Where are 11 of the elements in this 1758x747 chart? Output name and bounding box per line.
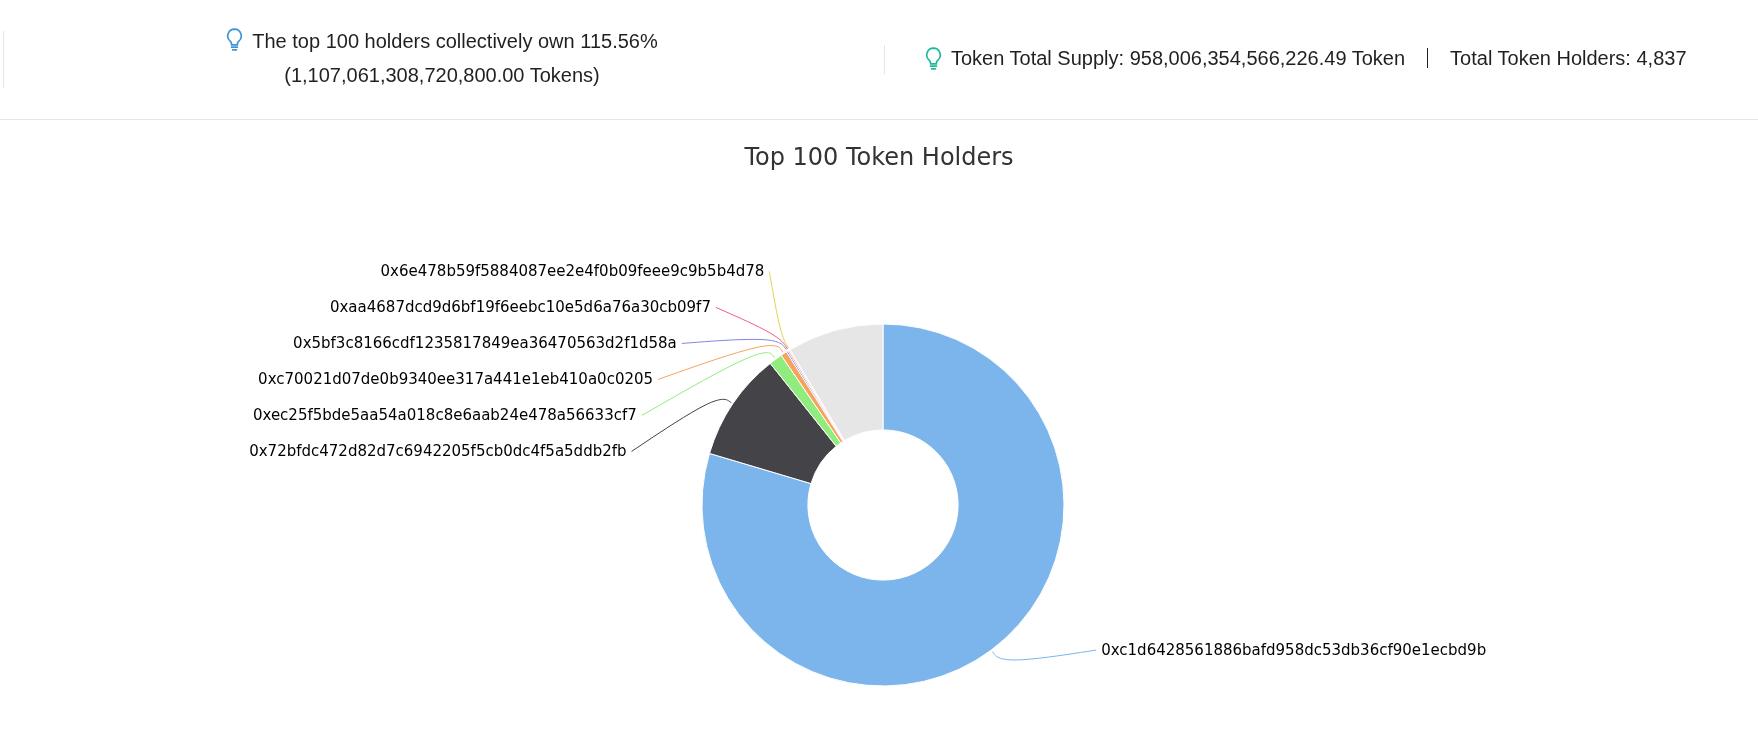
text: The top 100 holders collectively own 115.56% (1,107,061,308,720,800.00 Tokens) [252,30,658,86]
slice-label: 0x6e478b59f5884087ee2e4f0b09feee9c9b5b4d78 [380,262,765,281]
slice-label: 0xec25f5bde5aa54a018c8e6aab24e478a56633cf7 [252,406,637,425]
slice-label: 0xc70021d07de0b9340ee317a441e1eb410a0c0205 [258,370,654,389]
slice-label: 0x5bf3c8166cdf1235817849ea36470563d2f1d58a [293,334,677,353]
text: Token Total Supply: 958,006,354,566,226.49 Token [951,46,1406,70]
slice-label: 0x72bfdc472d82d7c6942205f5cb0dc4f5a5ddb2fb [249,442,627,461]
text: Total Token Holders: 4,837 [1450,46,1687,70]
slice-label: 0xaa4687dcd9d6bf19f6eebc10e5d6a76a30cb09f7 [329,298,711,317]
slice-label: 0xc1d6428561886bafd958dc53db36cf90e1ecbd9b [1101,641,1487,660]
chart-title: Top 100 Token Holders [743,143,1014,171]
